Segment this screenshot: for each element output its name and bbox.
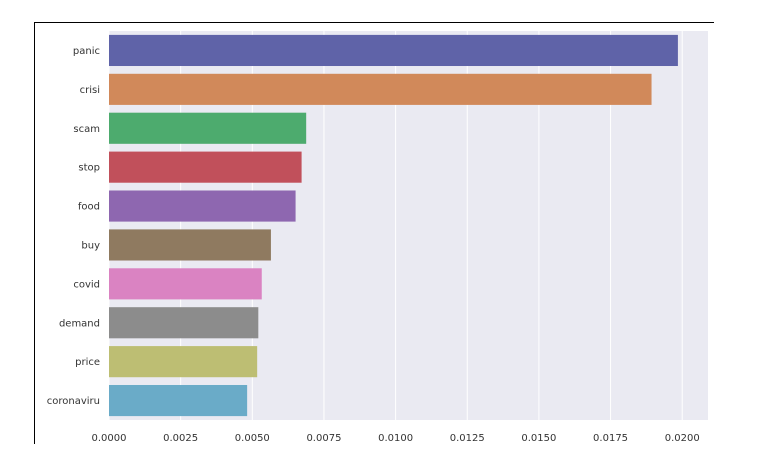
category-label-panic: panic bbox=[73, 46, 100, 57]
bar-panic bbox=[109, 34, 678, 67]
bar-stop bbox=[109, 151, 302, 183]
x-tick-label-6: 0.0150 bbox=[521, 433, 556, 444]
category-label-food: food bbox=[78, 202, 100, 213]
category-label-price: price bbox=[75, 357, 100, 368]
x-tick-labels: 0.0000 0.0025 0.0050 0.0075 0.0100 0.0125 0.01… bbox=[92, 433, 700, 444]
bar-demand bbox=[109, 307, 259, 339]
bar-coronaviru bbox=[109, 384, 248, 417]
x-tick-label-3: 0.0075 bbox=[306, 433, 341, 444]
bar-crisi bbox=[109, 73, 652, 105]
category-label-covid: covid bbox=[73, 279, 100, 290]
category-labels: panic crisi scam stop food buy covid demand pric… bbox=[47, 46, 100, 407]
x-tick-label-4: 0.0100 bbox=[378, 433, 413, 444]
x-tick-label-7: 0.0175 bbox=[593, 433, 628, 444]
category-label-crisi: crisi bbox=[80, 85, 100, 96]
x-tick-label-8: 0.0200 bbox=[665, 433, 700, 444]
bar-food bbox=[109, 190, 296, 222]
bar-buy bbox=[109, 229, 271, 261]
x-tick-label-2: 0.0050 bbox=[235, 433, 270, 444]
category-label-stop: stop bbox=[78, 163, 100, 174]
frame-top-line bbox=[34, 22, 714, 23]
category-label-coronaviru: coronaviru bbox=[47, 396, 100, 407]
category-label-demand: demand bbox=[59, 318, 100, 329]
x-tick-label-5: 0.0125 bbox=[450, 433, 485, 444]
bar-covid bbox=[109, 268, 262, 300]
bar-price bbox=[109, 346, 258, 378]
category-label-buy: buy bbox=[81, 240, 100, 251]
bars bbox=[109, 34, 678, 417]
bar-scam bbox=[109, 112, 307, 144]
x-tick-label-1: 0.0025 bbox=[163, 433, 198, 444]
category-label-scam: scam bbox=[73, 124, 100, 135]
frame-left-line bbox=[34, 22, 35, 444]
x-tick-label-0: 0.0000 bbox=[92, 433, 127, 444]
